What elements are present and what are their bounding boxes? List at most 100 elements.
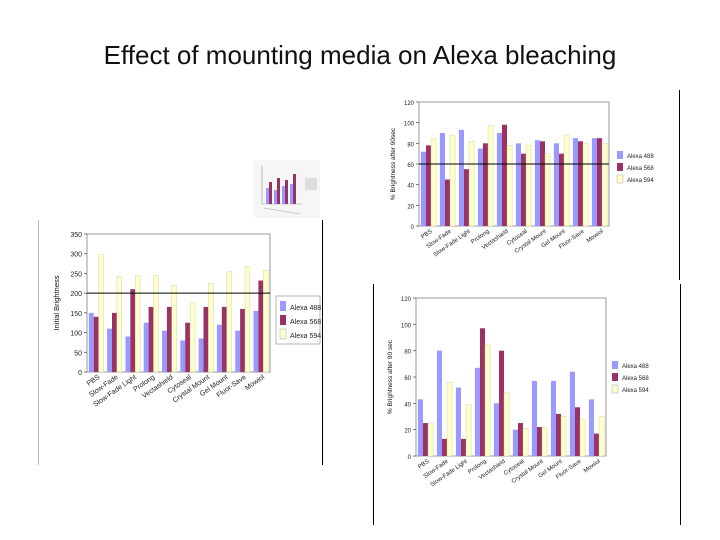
legend-swatch (612, 361, 618, 369)
y-tick-label: 100 (404, 122, 415, 128)
bar (593, 433, 600, 456)
bar (171, 285, 177, 373)
bar (455, 387, 461, 456)
bar (420, 151, 426, 226)
bar (520, 153, 527, 226)
bar (226, 271, 232, 373)
bar (425, 145, 432, 226)
bar (134, 275, 141, 373)
bar (517, 423, 524, 456)
bar (263, 270, 269, 373)
bar (216, 324, 222, 372)
y-tick-label: 120 (404, 101, 415, 107)
bar (449, 134, 456, 227)
bar (598, 416, 605, 457)
slide-title: Effect of mounting media on Alexa bleach… (103, 40, 617, 70)
legend-label: Alexa 488 (290, 305, 321, 312)
bar (541, 426, 548, 457)
x-category-label: Slow-Fade Light (430, 459, 469, 489)
x-category-label: Mowiol (244, 374, 266, 392)
bar (515, 143, 521, 226)
bar (522, 428, 529, 457)
brightness-after-90sec-chart-bottom: 0 20 40 60 80 100 120 % Brightness after 90 sec… (373, 284, 681, 525)
legend-label: Alexa 594 (627, 178, 654, 184)
y-tick-label: 250 (70, 271, 82, 278)
x-category-label: PBS (417, 459, 430, 471)
x-category-label: Slow-Fade Light (433, 229, 472, 259)
bar (253, 310, 259, 372)
y-tick-label: 0 (78, 370, 82, 377)
legend-label: Alexa 594 (290, 333, 321, 340)
bar (574, 407, 581, 456)
y-tick-label: 150 (70, 311, 82, 318)
bar (422, 423, 429, 456)
bar (544, 153, 551, 227)
bar (235, 330, 241, 372)
bar (531, 380, 537, 456)
bar (506, 145, 513, 227)
bar (487, 125, 494, 227)
bar (577, 141, 584, 226)
brightness-after-90sec-bottom-svg: 0 20 40 60 80 100 120 % Brightness after 90 sec… (387, 297, 668, 489)
x-category-label: Mowiol (586, 229, 605, 245)
bar (130, 289, 136, 372)
bar (221, 306, 227, 372)
bar (436, 350, 442, 456)
legend: Alexa 488 Alexa 568 Alexa 594 (608, 356, 668, 398)
bar (244, 266, 251, 373)
bar (560, 416, 567, 457)
y-tick-label: 0 (408, 455, 412, 461)
bar (503, 392, 510, 457)
bar (240, 308, 245, 372)
initial-brightness-chart: 0 50 100 150 200 250 300 350 Initial Brightness P… (38, 220, 323, 465)
bar (463, 169, 470, 226)
legend-label: Alexa 488 (627, 154, 654, 160)
bar (555, 413, 562, 456)
legend-label: Alexa 594 (622, 388, 649, 394)
legend-label: Alexa 568 (627, 166, 654, 172)
legend: Alexa 488 Alexa 568 Alexa 594 (275, 295, 321, 345)
bar (430, 137, 437, 227)
y-tick-label: 50 (74, 350, 82, 357)
y-tick-label: 80 (407, 142, 414, 148)
legend-swatch (280, 315, 286, 325)
bar (572, 138, 578, 226)
bar (125, 336, 131, 372)
bar (534, 140, 540, 226)
bar (465, 404, 472, 457)
legend-label: Alexa 568 (290, 319, 321, 326)
bar (258, 280, 264, 372)
bar (553, 143, 559, 226)
bar (444, 179, 451, 226)
bar (496, 133, 502, 226)
y-tick-label: 200 (70, 291, 82, 298)
bar (203, 306, 209, 372)
y-tick-label: 80 (404, 350, 411, 356)
y-tick-label: 350 (70, 232, 82, 239)
bar (477, 148, 483, 226)
bar (88, 312, 94, 372)
legend: Alexa 488 Alexa 568 Alexa 594 (613, 146, 669, 188)
bar (460, 438, 467, 456)
bar (180, 340, 186, 372)
bar (427, 422, 434, 457)
x-category-label: PBS (420, 229, 433, 241)
bar (439, 133, 445, 226)
bar (539, 141, 546, 226)
bar (166, 306, 172, 372)
bar (148, 306, 154, 372)
y-tick-label: 0 (411, 225, 415, 231)
bar (93, 316, 99, 372)
y-axis-label: Initial Brightness (52, 275, 61, 330)
bar (501, 124, 508, 226)
bar (185, 322, 191, 372)
y-tick-label: 60 (407, 163, 414, 169)
bar (143, 322, 149, 372)
bar (536, 427, 543, 456)
bar (162, 330, 167, 372)
y-tick-label: 20 (407, 204, 414, 210)
y-tick-label: 40 (407, 184, 414, 190)
chart-thumbnail-graphic (254, 160, 320, 218)
bar (569, 371, 575, 456)
bar (458, 129, 464, 226)
